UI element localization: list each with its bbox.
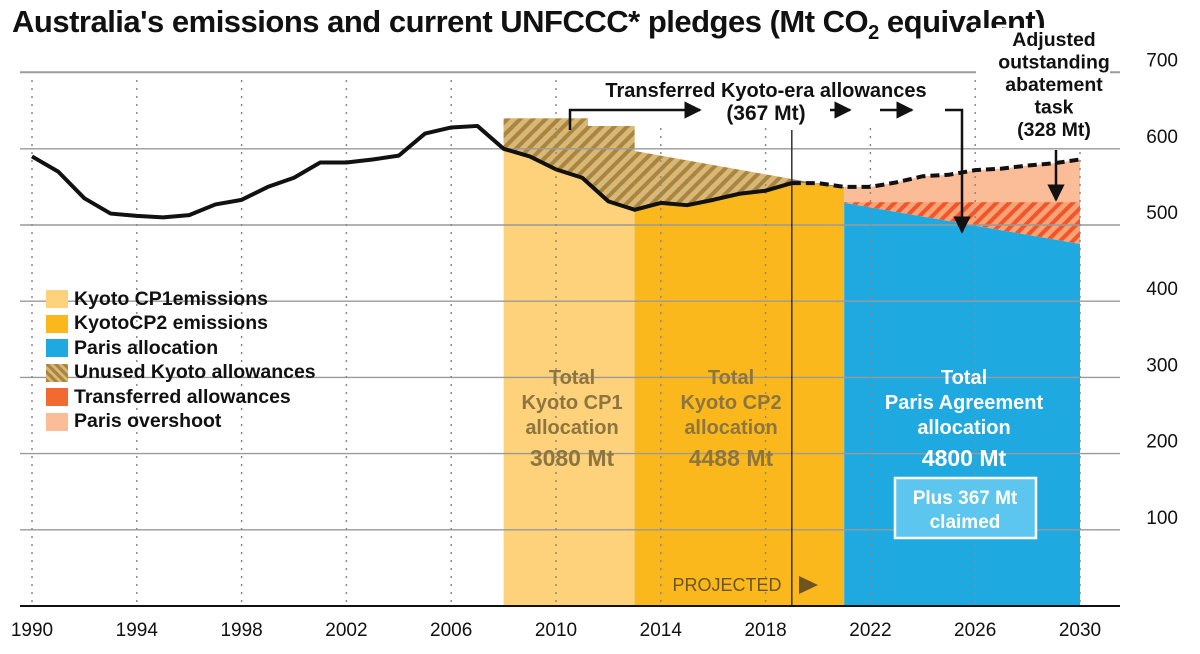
x-tick-label: 2014 (640, 620, 683, 641)
cp1-total-line3: allocation (525, 417, 618, 439)
y-tick-label: 700 (1146, 51, 1178, 72)
cp1-total-line1: Total (549, 367, 595, 389)
legend-item: Unused Kyoto allowances (46, 361, 316, 386)
y-tick-label: 200 (1146, 432, 1178, 453)
x-tick-label: 1998 (220, 620, 262, 641)
legend-label: Transferred allowances (74, 385, 291, 408)
transferred-arrow-down (945, 108, 971, 234)
y-tick-label: 300 (1146, 355, 1178, 376)
y-tick-label: 600 (1146, 127, 1178, 148)
paris-total-line1: Total (941, 367, 987, 389)
unused-kyoto-cp1-area (503, 118, 635, 210)
paris-total-value: 4800 Mt (922, 445, 1007, 471)
legend-swatch (46, 314, 68, 333)
chart-title-subscript: 2 (868, 22, 879, 45)
gridlines (20, 71, 1120, 606)
transferred-arrow-left (568, 101, 702, 130)
x-tick-label: 2026 (954, 620, 996, 641)
paris-total-line2: Paris Agreement (885, 392, 1044, 414)
adjusted-label-line: (328 Mt) (1017, 119, 1091, 141)
adjusted-label-line: abatement (1005, 74, 1103, 96)
emissions-lines (30, 123, 1081, 220)
adjusted-label-bg (976, 28, 1110, 146)
cp2-total-line3: allocation (684, 417, 777, 439)
projected-arrow-icon (799, 576, 818, 594)
legend: Kyoto CP1emissions KyotoCP2 emissions Pari… (46, 287, 316, 434)
legend-label: Paris allocation (74, 336, 219, 359)
x-tick-label: 1994 (116, 620, 159, 641)
cp1-total-value: 3080 Mt (530, 445, 615, 471)
y-tick-label: 500 (1146, 203, 1178, 224)
cp2-total-line1: Total (708, 367, 754, 389)
y-tick-label: 400 (1146, 279, 1178, 300)
legend-swatch (46, 290, 68, 309)
legend-item: KyotoCP2 emissions (46, 312, 316, 337)
adjusted-label-line: task (1034, 97, 1073, 119)
transferred-title: Transferred Kyoto-era allowances (605, 80, 926, 102)
unused-kyoto-cp2-area (634, 151, 792, 210)
x-tick-label: 2030 (1059, 620, 1101, 641)
plus-claimed-line1: Plus 367 Mt (913, 488, 1018, 509)
legend-label: Paris overshoot (74, 410, 222, 433)
legend-label: Kyoto CP1emissions (74, 287, 268, 310)
legend-label: Unused Kyoto allowances (74, 361, 316, 384)
cp2-total-value: 4488 Mt (689, 445, 774, 471)
x-tick-label: 2010 (535, 620, 577, 641)
axes: 1990 1994 1998 2002 2006 2010 2014 2018 2022 2026… (11, 51, 1178, 641)
legend-label: KyotoCP2 emissions (74, 312, 268, 335)
paris-total-line3: allocation (917, 417, 1010, 439)
x-tick-label: 2006 (430, 620, 472, 641)
chart-title: Australia's emissions and current UNFCCC… (12, 4, 1046, 45)
legend-item: Kyoto CP1emissions (46, 287, 316, 312)
adjusted-label-line: outstanding (998, 52, 1110, 74)
emissions-line (30, 123, 793, 220)
cp2-total-line2: Kyoto CP2 (680, 392, 781, 414)
transferred-amount: (367 Mt) (726, 102, 805, 125)
cp1-total-line2: Kyoto CP1 (521, 392, 622, 414)
projected-emissions-line (791, 157, 1081, 189)
plus-claimed-line2: claimed (930, 512, 1001, 533)
projected-label: PROJECTED (672, 575, 781, 595)
x-tick-label: 2018 (744, 620, 786, 641)
transferred-label-bg (588, 76, 942, 126)
x-tick-label: 2002 (325, 620, 367, 641)
x-tick-label: 2022 (849, 620, 891, 641)
legend-swatch (46, 339, 68, 358)
chart-title-main: Australia's emissions and current UNFCCC… (12, 4, 869, 39)
overshoot-gap-area (791, 179, 845, 189)
plus-claimed-box (893, 476, 1038, 540)
legend-item: Transferred allowances (46, 385, 316, 410)
adjusted-label-line: Adjusted (1012, 29, 1095, 51)
annotations: Transferred Kyoto-era allowances(367 Mt)… (521, 28, 1110, 595)
legend-item: Paris overshoot (46, 410, 316, 435)
legend-item: Paris allocation (46, 336, 316, 361)
legend-swatch (46, 388, 68, 407)
legend-swatch (46, 412, 68, 431)
y-tick-label: 100 (1146, 508, 1178, 529)
legend-swatch (46, 363, 68, 382)
x-tick-label: 1990 (11, 620, 53, 641)
